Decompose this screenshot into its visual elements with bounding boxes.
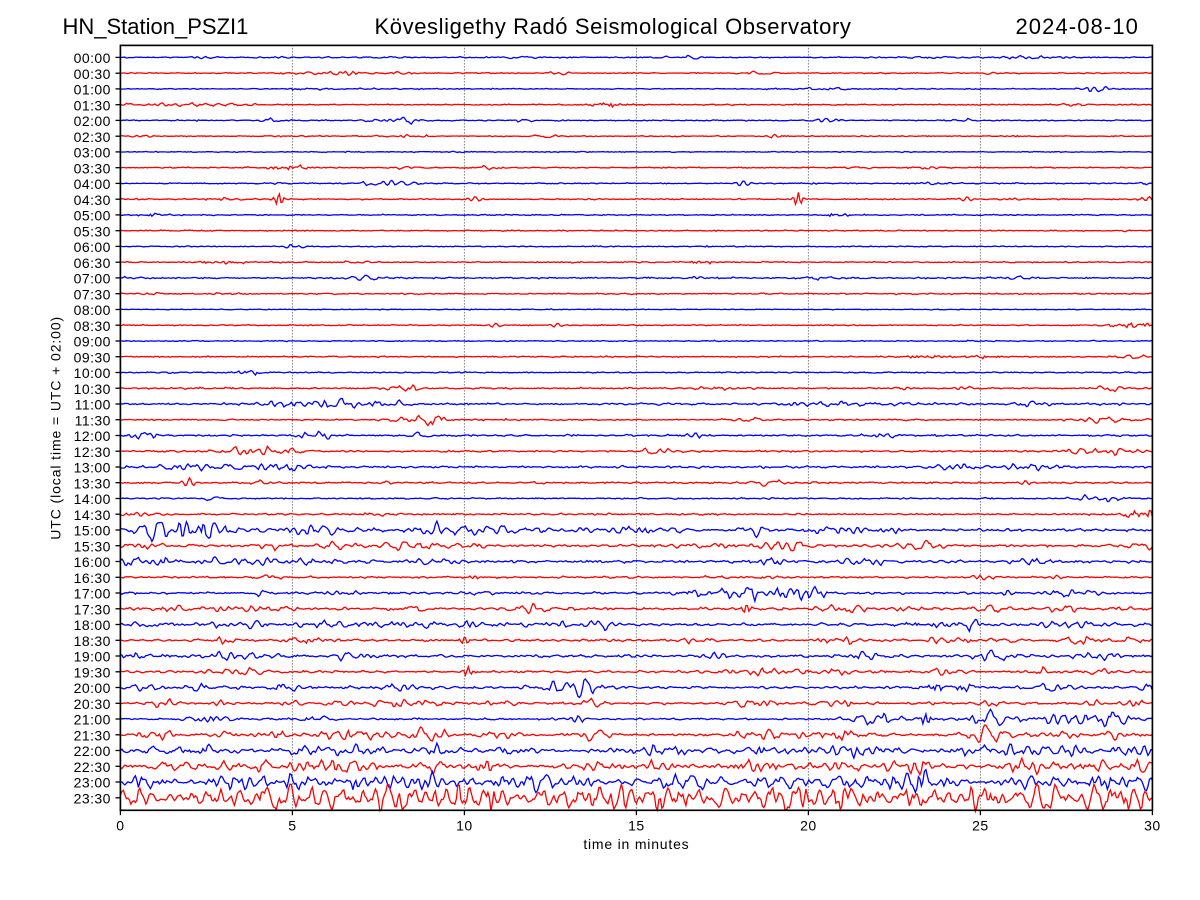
- svg-text:20:30: 20:30: [74, 696, 111, 712]
- svg-text:00:00: 00:00: [74, 50, 111, 66]
- svg-text:07:00: 07:00: [74, 271, 111, 287]
- svg-text:17:00: 17:00: [74, 586, 111, 602]
- svg-text:06:00: 06:00: [74, 239, 111, 255]
- svg-text:14:30: 14:30: [74, 507, 111, 523]
- svg-text:01:30: 01:30: [74, 97, 111, 113]
- svg-text:11:00: 11:00: [75, 397, 111, 413]
- svg-text:UTC (local time = UTC + 02:00): UTC (local time = UTC + 02:00): [48, 316, 64, 540]
- svg-text:09:30: 09:30: [74, 349, 111, 365]
- svg-text:2024-08-10: 2024-08-10: [1015, 14, 1139, 39]
- svg-text:10: 10: [456, 818, 472, 834]
- svg-text:12:30: 12:30: [74, 444, 111, 460]
- svg-text:07:30: 07:30: [74, 286, 111, 302]
- svg-text:Kövesligethy Radó Seismologica: Kövesligethy Radó Seismological Observat…: [374, 14, 851, 39]
- svg-text:13:30: 13:30: [74, 475, 111, 491]
- svg-text:09:00: 09:00: [74, 334, 111, 350]
- svg-text:11:30: 11:30: [75, 412, 111, 428]
- svg-text:02:00: 02:00: [74, 113, 111, 129]
- svg-text:15:00: 15:00: [74, 523, 111, 539]
- svg-text:25: 25: [972, 818, 988, 834]
- svg-text:08:00: 08:00: [74, 302, 111, 318]
- svg-text:13:00: 13:00: [74, 460, 111, 476]
- svg-text:18:30: 18:30: [74, 633, 111, 649]
- svg-text:00:30: 00:30: [74, 66, 111, 82]
- svg-text:05:00: 05:00: [74, 208, 111, 224]
- svg-text:23:30: 23:30: [74, 790, 111, 806]
- svg-text:19:00: 19:00: [74, 649, 111, 665]
- svg-text:05:30: 05:30: [74, 223, 111, 239]
- svg-text:02:30: 02:30: [74, 129, 111, 145]
- svg-text:17:30: 17:30: [74, 601, 111, 617]
- svg-text:30: 30: [1144, 818, 1160, 834]
- svg-text:22:00: 22:00: [74, 743, 111, 759]
- svg-text:23:00: 23:00: [74, 775, 111, 791]
- svg-text:01:00: 01:00: [74, 82, 111, 98]
- svg-text:04:30: 04:30: [74, 192, 111, 208]
- svg-text:16:30: 16:30: [74, 570, 111, 586]
- svg-text:03:00: 03:00: [74, 145, 111, 161]
- svg-text:14:00: 14:00: [74, 491, 111, 507]
- svg-text:20: 20: [800, 818, 816, 834]
- svg-text:0: 0: [116, 818, 124, 834]
- svg-text:04:00: 04:00: [74, 176, 111, 192]
- svg-text:time in minutes: time in minutes: [583, 836, 689, 852]
- svg-text:10:30: 10:30: [74, 381, 111, 397]
- svg-text:19:30: 19:30: [74, 664, 111, 680]
- svg-text:15: 15: [628, 818, 644, 834]
- svg-text:08:30: 08:30: [74, 318, 111, 334]
- svg-text:16:00: 16:00: [74, 554, 111, 570]
- svg-text:22:30: 22:30: [74, 759, 111, 775]
- svg-text:20:00: 20:00: [74, 680, 111, 696]
- svg-text:10:00: 10:00: [74, 365, 111, 381]
- svg-text:03:30: 03:30: [74, 160, 111, 176]
- svg-text:5: 5: [288, 818, 296, 834]
- svg-text:12:00: 12:00: [74, 428, 111, 444]
- svg-text:HN_Station_PSZI1: HN_Station_PSZI1: [63, 14, 249, 39]
- svg-text:21:00: 21:00: [74, 712, 111, 728]
- svg-text:21:30: 21:30: [74, 727, 111, 743]
- svg-text:18:00: 18:00: [74, 617, 111, 633]
- svg-text:15:30: 15:30: [74, 538, 111, 554]
- svg-text:06:30: 06:30: [74, 255, 111, 271]
